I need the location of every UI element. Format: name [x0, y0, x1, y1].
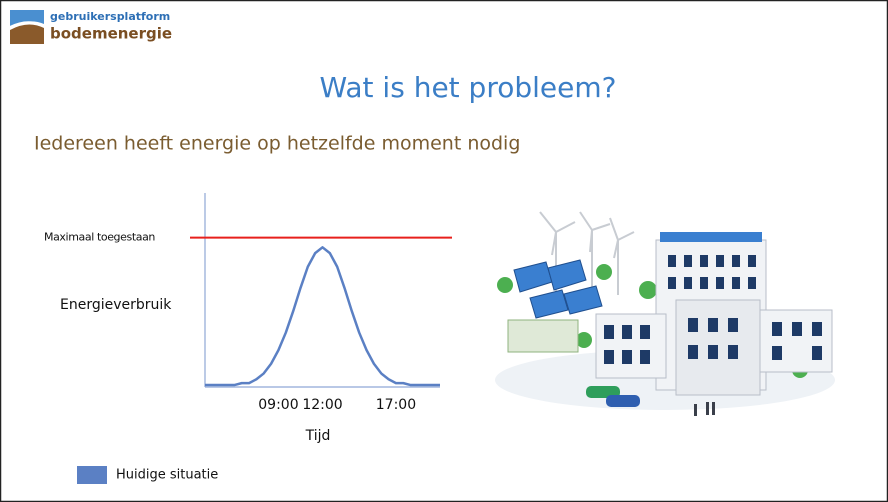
logo: gebruikersplatform bodemenergie — [10, 10, 172, 44]
threshold-label: Maximaal toegestaan — [44, 231, 155, 244]
x-tick-label: 17:00 — [376, 397, 416, 413]
slide: gebruikersplatform bodemenergie Wat is h… — [0, 0, 888, 502]
y-axis-label: Energieverbruik — [60, 297, 172, 313]
logo-text: bodemenergie — [50, 25, 172, 43]
building — [596, 314, 666, 378]
slide-subtitle: Iedereen heeft energie op hetzelfde mome… — [34, 133, 520, 155]
battery-station — [508, 320, 578, 352]
x-tick-label: 12:00 — [302, 397, 342, 413]
logo-text: gebruikersplatform — [50, 10, 170, 23]
legend-swatch — [77, 466, 107, 484]
x-tick-label: 09:00 — [258, 397, 298, 413]
roof-solar — [660, 232, 762, 242]
x-axis-label: Tijd — [305, 428, 331, 444]
building — [760, 310, 832, 372]
car — [606, 395, 640, 407]
legend-label: Huidige situatie — [116, 468, 218, 483]
slide-title: Wat is het probleem? — [320, 71, 617, 104]
